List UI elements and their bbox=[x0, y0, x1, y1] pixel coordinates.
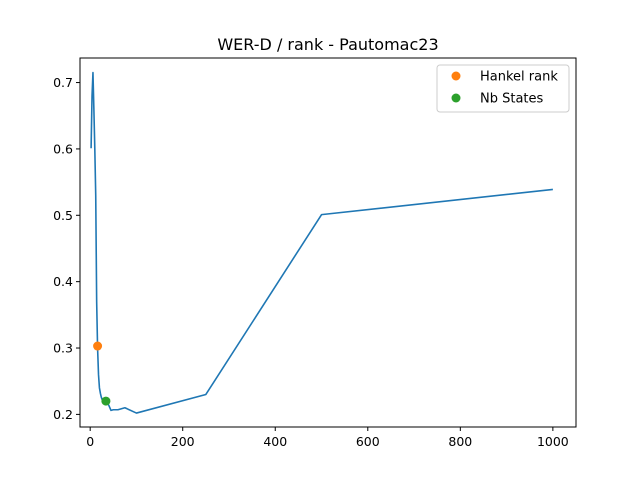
legend-label-1: Nb States bbox=[480, 92, 544, 107]
x-axis: 0 200 400 600 800 1000 bbox=[86, 427, 569, 449]
legend-box bbox=[436, 64, 570, 113]
plot-area bbox=[90, 71, 553, 414]
y-axis: 0.2 0.3 0.4 0.5 0.6 0.7 bbox=[53, 75, 80, 422]
legend-label-0: Hankel rank bbox=[480, 70, 558, 85]
y-tick-label-2: 0.4 bbox=[53, 274, 73, 289]
y-tick-label-1: 0.3 bbox=[53, 341, 73, 356]
x-tick-label-0: 0 bbox=[86, 434, 94, 449]
x-tick-label-4: 800 bbox=[448, 434, 472, 449]
legend-marker-0 bbox=[451, 71, 461, 81]
y-tick-label-4: 0.6 bbox=[53, 141, 73, 156]
data-point-2-0 bbox=[101, 396, 111, 406]
x-tick-label-2: 400 bbox=[263, 434, 287, 449]
x-tick-label-3: 600 bbox=[356, 434, 380, 449]
axes-frame bbox=[79, 57, 577, 428]
x-tick-label-5: 1000 bbox=[537, 434, 569, 449]
series-line-0 bbox=[90, 71, 553, 414]
legend: Hankel rank Nb States bbox=[436, 64, 570, 113]
legend-marker-1 bbox=[451, 93, 461, 103]
y-tick-label-3: 0.5 bbox=[53, 208, 73, 223]
y-tick-label-0: 0.2 bbox=[53, 407, 73, 422]
data-point-1-0 bbox=[93, 341, 103, 351]
y-tick-label-5: 0.7 bbox=[53, 75, 73, 90]
x-tick-label-1: 200 bbox=[171, 434, 195, 449]
chart-title: WER-D / rank - Pautomac23 bbox=[217, 35, 438, 54]
